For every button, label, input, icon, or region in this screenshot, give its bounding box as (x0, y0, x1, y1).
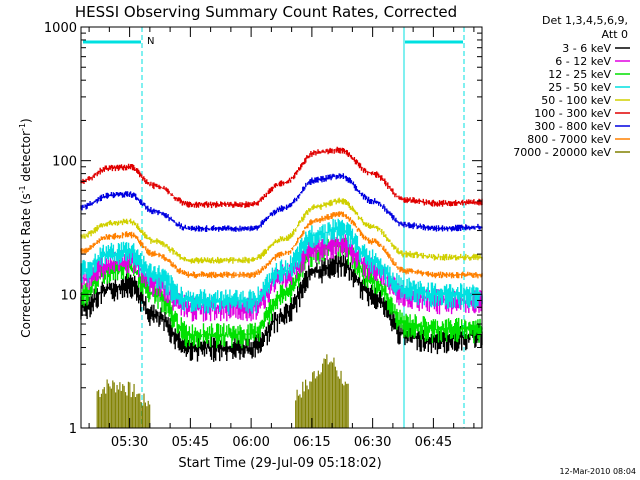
x-tick-label: 05:30 (111, 435, 148, 450)
legend-label: 300 - 800 keV (534, 120, 611, 133)
plot-frame (80, 26, 483, 429)
legend-label: 25 - 50 keV (548, 81, 611, 94)
series-8 (96, 354, 349, 428)
legend-label: 7000 - 20000 keV (513, 146, 611, 159)
x-tick-label: 05:45 (172, 435, 209, 450)
series-5 (80, 146, 483, 209)
x-tick-label: 06:30 (354, 435, 391, 450)
legend-label: 6 - 12 keV (555, 55, 611, 68)
y-tick-label: 10 (60, 288, 77, 303)
y-axis-label-sup1: -1 (18, 185, 27, 193)
y-axis-label-sup2: -1 (18, 123, 27, 131)
legend-title-2: Att 0 (602, 28, 628, 41)
flag-label: N (147, 36, 154, 47)
plot-area (80, 27, 483, 428)
y-ticks: 1 10 100 1000 (44, 21, 482, 437)
legend-title-1: Det 1,3,4,5,6,9, (542, 14, 628, 27)
footer-date: 12-Mar-2010 08:04 (560, 467, 637, 476)
legend-label: 800 - 7000 keV (527, 133, 611, 146)
y-tick-label: 100 (52, 155, 77, 170)
y-tick-label: 1 (69, 422, 77, 437)
legend-label: 12 - 25 keV (548, 68, 611, 81)
y-tick-label: 1000 (44, 21, 77, 36)
x-ticks: 05:30 05:45 06:00 06:15 06:30 06:45 (88, 27, 475, 450)
y-axis-label-end: ) (19, 118, 33, 123)
y-axis-label-main: Corrected Count Rate (s (19, 193, 33, 337)
x-tick-label: 06:00 (232, 435, 269, 450)
x-tick-label: 06:15 (293, 435, 330, 450)
x-axis-label: Start Time (29-Jul-09 05:18:02) (178, 456, 381, 471)
legend-label: 100 - 300 keV (534, 107, 611, 120)
chart-title: HESSI Observing Summary Count Rates, Cor… (75, 3, 457, 21)
legend-label: 3 - 6 keV (562, 42, 611, 55)
legend-label: 50 - 100 keV (541, 94, 611, 107)
y-axis-label: Corrected Count Rate (s-1 detector-1) (18, 118, 33, 337)
series-line (80, 146, 483, 209)
y-axis-label-mid: detector (19, 131, 33, 186)
x-tick-label: 06:45 (415, 435, 452, 450)
flag-markers: N (147, 36, 154, 47)
